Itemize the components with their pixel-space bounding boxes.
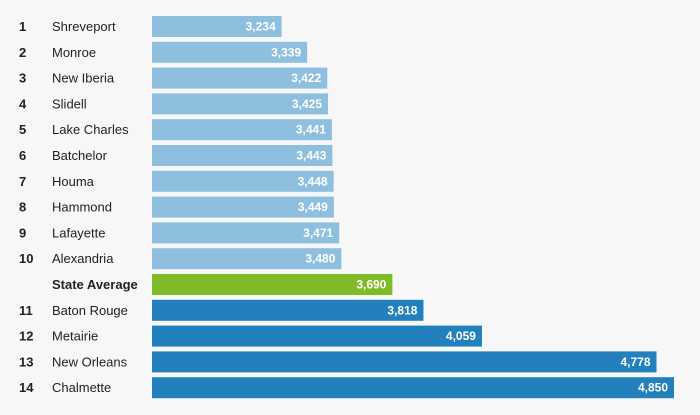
rank-label: 9	[19, 225, 26, 240]
city-label: Lafayette	[52, 225, 106, 240]
data-bar	[152, 170, 334, 192]
data-bar	[152, 196, 334, 218]
value-label: 3,234	[246, 20, 276, 34]
data-bar	[152, 16, 282, 37]
city-label: Monroe	[52, 45, 96, 60]
rank-label: 6	[19, 148, 26, 163]
value-label: 3,441	[296, 123, 326, 137]
city-label: Shreveport	[52, 19, 116, 34]
rank-label: 2	[19, 45, 26, 60]
rank-label: 14	[19, 380, 34, 395]
value-label: 4,850	[638, 381, 668, 395]
rank-label: 1	[19, 19, 26, 34]
state-average-label: State Average	[52, 277, 138, 292]
value-label: 4,059	[446, 329, 476, 343]
rank-label: 5	[19, 122, 26, 137]
value-label: 3,422	[291, 71, 321, 85]
value-label: 3,425	[292, 97, 322, 111]
rank-label: 4	[19, 96, 27, 111]
rank-label: 10	[19, 251, 33, 266]
value-label: 3,443	[296, 149, 326, 163]
city-label: Chalmette	[52, 380, 111, 395]
rank-label: 13	[19, 354, 33, 369]
rank-label: 7	[19, 174, 26, 189]
data-bar	[152, 248, 342, 270]
city-label: Baton Rouge	[52, 303, 128, 318]
city-label: Batchelor	[52, 148, 108, 163]
data-bar	[152, 67, 328, 89]
city-label: Houma	[52, 174, 95, 189]
rank-label: 11	[19, 303, 33, 318]
city-label: Hammond	[52, 200, 112, 215]
city-label: Slidell	[52, 96, 87, 111]
value-label: 3,480	[305, 252, 335, 266]
rank-label: 12	[19, 329, 33, 344]
city-label: New Iberia	[52, 71, 115, 86]
data-bar	[152, 299, 424, 321]
data-bar	[152, 119, 332, 141]
state-average-bar	[152, 274, 393, 295]
data-bar	[152, 93, 329, 115]
value-label: 3,690	[356, 278, 386, 292]
city-label: New Orleans	[52, 354, 128, 369]
data-bar	[152, 145, 333, 166]
data-bar	[152, 351, 657, 373]
value-label: 3,471	[303, 226, 333, 240]
value-label: 3,449	[298, 200, 328, 214]
value-label: 3,339	[271, 45, 301, 59]
data-bar	[152, 41, 308, 63]
data-bar	[152, 325, 482, 347]
value-label: 3,448	[298, 174, 328, 188]
city-label: Metairie	[52, 329, 98, 344]
value-label: 4,778	[620, 355, 650, 369]
data-bar	[152, 222, 340, 244]
rank-label: 3	[19, 71, 26, 86]
data-bar	[152, 377, 674, 399]
rank-label: 8	[19, 200, 26, 215]
city-label: Lake Charles	[52, 122, 129, 137]
city-label: Alexandria	[52, 251, 114, 266]
value-label: 3,818	[387, 303, 417, 317]
